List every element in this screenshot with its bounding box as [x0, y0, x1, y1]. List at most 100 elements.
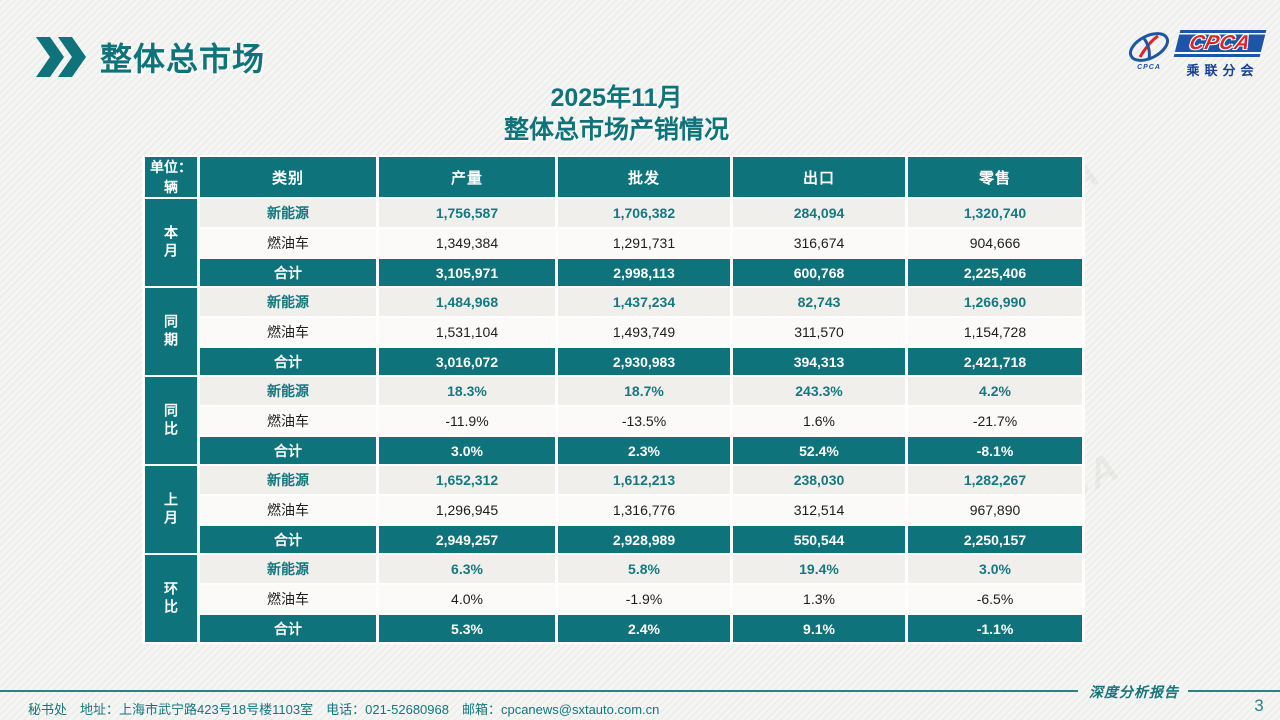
value-cell: -13.5%	[558, 407, 730, 435]
col-header-retail: 零售	[908, 157, 1082, 197]
category-cell: 合计	[200, 526, 376, 553]
category-cell: 燃油车	[200, 585, 376, 613]
cpca-emblem: CPCA	[1127, 30, 1171, 71]
footer-divider	[0, 690, 1078, 692]
col-header-category: 类别	[200, 157, 376, 197]
cpca-emblem-icon	[1128, 32, 1170, 62]
value-cell: 2,225,406	[908, 259, 1082, 286]
row-group-label: 上月	[145, 466, 197, 553]
value-cell: 2,928,989	[558, 526, 730, 553]
value-cell: 904,666	[908, 229, 1082, 257]
report-type-label: 深度分析报告	[1089, 685, 1179, 701]
category-cell: 合计	[200, 348, 376, 375]
value-cell: 18.3%	[379, 377, 555, 405]
col-header-export: 出口	[733, 157, 905, 197]
value-cell: 238,030	[733, 466, 905, 494]
table-row: 合计 2,949,257 2,928,989 550,544 2,250,157	[145, 526, 1082, 553]
table-row: 合计 3.0% 2.3% 52.4% -8.1%	[145, 437, 1082, 464]
value-cell: 1.3%	[733, 585, 905, 613]
table-row: 本月 新能源 1,756,587 1,706,382 284,094 1,320…	[145, 199, 1082, 286]
table-row: 同比 新能源 18.3% 18.7% 243.3% 4.2%	[145, 377, 1082, 464]
category-cell: 合计	[200, 259, 376, 286]
table-title: 2025年11月 整体总市场产销情况	[145, 82, 1088, 146]
cpca-wordmark-band: CPCA	[1173, 30, 1267, 57]
category-cell: 新能源	[200, 288, 376, 316]
category-cell: 新能源	[200, 199, 376, 227]
col-header-production: 产量	[379, 157, 555, 197]
table-row: 合计 5.3% 2.4% 9.1% -1.1%	[145, 615, 1082, 642]
col-header-wholesale: 批发	[558, 157, 730, 197]
value-cell: 312,514	[733, 496, 905, 524]
category-cell: 新能源	[200, 466, 376, 494]
value-cell: 2,998,113	[558, 259, 730, 286]
category-cell: 燃油车	[200, 496, 376, 524]
table-row: 燃油车 4.0% -1.9% 1.3% -6.5%	[145, 585, 1082, 613]
value-cell: 2,949,257	[379, 526, 555, 553]
table-row: 合计 3,105,971 2,998,113 600,768 2,225,406	[145, 259, 1082, 286]
value-cell: 1,484,968	[379, 288, 555, 316]
value-cell: 2,250,157	[908, 526, 1082, 553]
category-cell: 新能源	[200, 555, 376, 583]
value-cell: 967,890	[908, 496, 1082, 524]
value-cell: 1,756,587	[379, 199, 555, 227]
category-cell: 燃油车	[200, 318, 376, 346]
value-cell: 5.8%	[558, 555, 730, 583]
value-cell: 1,296,945	[379, 496, 555, 524]
value-cell: 1,437,234	[558, 288, 730, 316]
value-cell: -21.7%	[908, 407, 1082, 435]
category-cell: 新能源	[200, 377, 376, 405]
value-cell: 19.4%	[733, 555, 905, 583]
value-cell: 6.3%	[379, 555, 555, 583]
value-cell: 1,266,990	[908, 288, 1082, 316]
cpca-wordmark: CPCA	[1187, 32, 1254, 54]
value-cell: -8.1%	[908, 437, 1082, 464]
value-cell: 3,016,072	[379, 348, 555, 375]
table-row: 同期 新能源 1,484,968 1,437,234 82,743 1,266,…	[145, 288, 1082, 375]
value-cell: 18.7%	[558, 377, 730, 405]
value-cell: 394,313	[733, 348, 905, 375]
page-number: 3	[1254, 696, 1264, 715]
page-title: 整体总市场	[100, 41, 266, 77]
value-cell: 1,282,267	[908, 466, 1082, 494]
value-cell: 4.0%	[379, 585, 555, 613]
value-cell: 1,154,728	[908, 318, 1082, 346]
value-cell: 1,349,384	[379, 229, 555, 257]
value-cell: 3.0%	[379, 437, 555, 464]
value-cell: 3,105,971	[379, 259, 555, 286]
value-cell: 316,674	[733, 229, 905, 257]
table-title-line1: 2025年11月	[550, 84, 683, 112]
category-cell: 合计	[200, 437, 376, 464]
value-cell: -6.5%	[908, 585, 1082, 613]
value-cell: 1,316,776	[558, 496, 730, 524]
table-row: 环比 新能源 6.3% 5.8% 19.4% 3.0%	[145, 555, 1082, 642]
table-row: 燃油车 -11.9% -13.5% 1.6% -21.7%	[145, 407, 1082, 435]
cpca-subtitle: 乘联分会	[1186, 63, 1259, 78]
value-cell: 5.3%	[379, 615, 555, 642]
row-group-label: 同比	[145, 377, 197, 464]
category-cell: 燃油车	[200, 407, 376, 435]
value-cell: 311,570	[733, 318, 905, 346]
category-cell: 燃油车	[200, 229, 376, 257]
table-header-row: 单位：辆 类别 产量 批发 出口 零售	[145, 157, 1082, 197]
value-cell: 82,743	[733, 288, 905, 316]
value-cell: -1.9%	[558, 585, 730, 613]
value-cell: 1,612,213	[558, 466, 730, 494]
market-table: 单位：辆 类别 产量 批发 出口 零售 本月 新能源 1,756,587 1,7…	[142, 155, 1085, 644]
page-header: 整体总市场	[34, 34, 265, 80]
value-cell: 1,291,731	[558, 229, 730, 257]
cpca-wordmark-block: CPCA 乘联分会	[1173, 30, 1267, 79]
value-cell: 2.4%	[558, 615, 730, 642]
value-cell: 600,768	[733, 259, 905, 286]
table-row: 上月 新能源 1,652,312 1,612,213 238,030 1,282…	[145, 466, 1082, 553]
row-group-label: 环比	[145, 555, 197, 642]
cpca-logo: CPCA CPCA 乘联分会	[1127, 30, 1267, 79]
category-cell: 合计	[200, 615, 376, 642]
unit-label: 单位：辆	[145, 157, 197, 197]
value-cell: 1,652,312	[379, 466, 555, 494]
value-cell: 1,320,740	[908, 199, 1082, 227]
value-cell: -11.9%	[379, 407, 555, 435]
value-cell: 284,094	[733, 199, 905, 227]
value-cell: 2,421,718	[908, 348, 1082, 375]
value-cell: 52.4%	[733, 437, 905, 464]
